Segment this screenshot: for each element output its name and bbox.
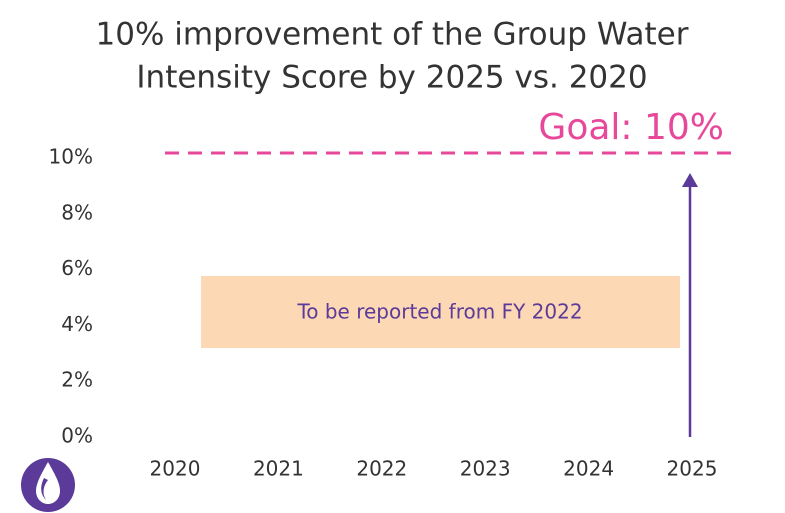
- x-tick-label: 2021: [253, 457, 304, 481]
- x-tick-label: 2024: [563, 457, 614, 481]
- y-tick-label: 4%: [61, 312, 93, 336]
- x-tick-label: 2025: [667, 457, 718, 481]
- note-text: To be reported from FY 2022: [296, 300, 582, 324]
- y-tick-label: 8%: [61, 200, 93, 224]
- goal-arrow-head: [682, 173, 698, 187]
- y-tick-label: 0%: [61, 424, 93, 448]
- y-tick-label: 10%: [49, 145, 93, 169]
- chart-title: 10% improvement of the Group Water: [96, 17, 689, 53]
- x-tick-label: 2023: [460, 457, 511, 481]
- logo: [21, 458, 75, 512]
- x-tick-label: 2022: [356, 457, 407, 481]
- x-tick-label: 2020: [150, 457, 201, 481]
- chart-title: Intensity Score by 2025 vs. 2020: [136, 60, 647, 96]
- y-tick-label: 6%: [61, 256, 93, 280]
- note-box: [201, 276, 680, 348]
- goal-label: Goal: 10%: [538, 107, 724, 148]
- y-tick-label: 2%: [61, 368, 93, 392]
